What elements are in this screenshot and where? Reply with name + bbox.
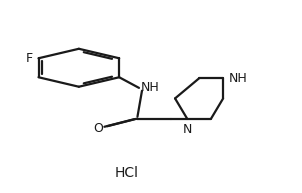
Text: HCl: HCl	[115, 166, 139, 180]
Text: N: N	[182, 123, 192, 136]
Text: F: F	[26, 52, 33, 65]
Text: NH: NH	[229, 72, 248, 85]
Text: NH: NH	[140, 81, 159, 94]
Text: O: O	[93, 122, 103, 135]
